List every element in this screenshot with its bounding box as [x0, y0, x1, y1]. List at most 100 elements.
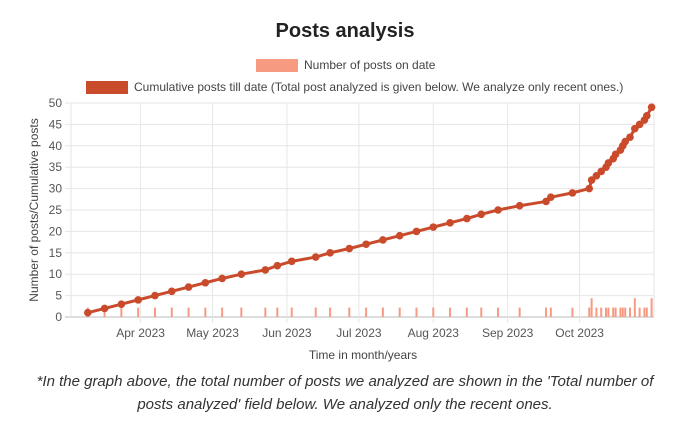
bar [221, 307, 224, 317]
line-point [647, 103, 656, 112]
line-point [273, 261, 282, 270]
line-point [151, 291, 159, 300]
line-point [100, 304, 109, 313]
y-axis-label: Number of posts/Cumulative posts [27, 118, 41, 301]
y-tick-label: 40 [49, 139, 63, 153]
line-series [83, 103, 656, 317]
bar [187, 307, 190, 317]
bar [595, 307, 598, 317]
x-tick-label: Jul 2023 [336, 326, 382, 340]
line-point [218, 274, 226, 283]
line-point [311, 253, 320, 261]
bar [314, 307, 317, 317]
bar [398, 307, 401, 317]
line-point [643, 112, 651, 120]
chart-title: Posts analysis [275, 20, 415, 42]
line-point [83, 308, 92, 317]
line-point [547, 193, 555, 201]
line-point [261, 266, 270, 274]
bar [170, 307, 173, 317]
x-tick-label: Aug 2023 [408, 326, 460, 340]
line-point [184, 283, 193, 291]
legend-label-line: Cumulative posts till date (Total post a… [134, 80, 624, 94]
line-point [134, 296, 142, 304]
line-point [429, 223, 438, 231]
line-point [237, 270, 246, 279]
line-point [446, 219, 454, 227]
bar [619, 307, 622, 317]
bar [545, 307, 548, 317]
bar [381, 307, 384, 317]
x-tick-label: Apr 2023 [116, 326, 165, 340]
bar [645, 307, 648, 317]
bar [607, 307, 610, 317]
bar [415, 307, 418, 317]
line-point [585, 184, 594, 193]
bar [612, 307, 615, 317]
y-tick-label: 15 [49, 246, 63, 260]
x-axis-label: Time in month/years [309, 348, 417, 362]
line-point [494, 206, 502, 214]
legend-swatch-line [86, 80, 128, 94]
x-tick-labels: Apr 2023 May 2023 Jun 2023 Jul 2023 Aug 2023… [116, 326, 604, 340]
line-point [626, 133, 634, 142]
chart-area: 0 5 10 15 20 25 30 35 40 45 50 Apr 2023 May 2023 Jun… [27, 96, 656, 362]
bar [240, 307, 243, 317]
bar [365, 307, 368, 317]
bar [600, 307, 603, 317]
chart-footnote: *In the graph above, the total number of… [36, 373, 654, 413]
line-point [287, 257, 296, 266]
y-tick-label: 45 [49, 117, 63, 131]
y-tick-label: 35 [49, 160, 63, 174]
bar [120, 307, 123, 317]
bar [621, 307, 624, 317]
x-tick-label: Jun 2023 [262, 326, 312, 340]
bar [103, 307, 106, 317]
bar-series [86, 298, 653, 317]
bar [614, 307, 617, 317]
y-tick-label: 50 [49, 96, 63, 110]
x-tick-label: May 2023 [186, 326, 239, 340]
legend-item-posts-on-date[interactable]: Number of posts on date [256, 57, 435, 73]
bar [633, 298, 636, 317]
bar [348, 307, 351, 317]
x-tick-label: Oct 2023 [555, 326, 604, 340]
line-point [568, 189, 577, 197]
line-point [477, 210, 486, 219]
bar [497, 307, 500, 317]
bar [465, 307, 468, 317]
bar [624, 307, 627, 317]
line-point [463, 214, 471, 223]
line-point [395, 231, 404, 240]
bar [638, 307, 641, 317]
bar [643, 307, 646, 317]
line-point [201, 278, 210, 287]
legend-item-cumulative[interactable]: Cumulative posts till date (Total post a… [86, 79, 623, 95]
y-tick-label: 10 [49, 267, 63, 281]
bar [137, 307, 140, 317]
bar [276, 307, 279, 317]
bar [153, 307, 156, 317]
line-point [167, 287, 176, 296]
line-point [345, 244, 354, 253]
y-tick-label: 5 [55, 289, 62, 303]
y-tick-label: 0 [55, 310, 62, 324]
bar [290, 307, 293, 317]
bar [588, 307, 591, 317]
bar [449, 307, 452, 317]
legend-label-bar: Number of posts on date [304, 58, 436, 72]
bar [264, 307, 267, 317]
bar [204, 307, 207, 317]
line-point [362, 240, 370, 249]
line-point [412, 227, 421, 236]
bar [650, 298, 653, 317]
line-point [515, 201, 524, 210]
line-point [379, 236, 387, 244]
legend-swatch-bar [256, 58, 298, 72]
bar [432, 307, 435, 317]
bar [605, 307, 608, 317]
line-point [117, 300, 126, 308]
y-tick-labels: 0 5 10 15 20 25 30 35 40 45 50 [49, 96, 63, 324]
bar [549, 307, 552, 317]
bar [480, 307, 483, 317]
